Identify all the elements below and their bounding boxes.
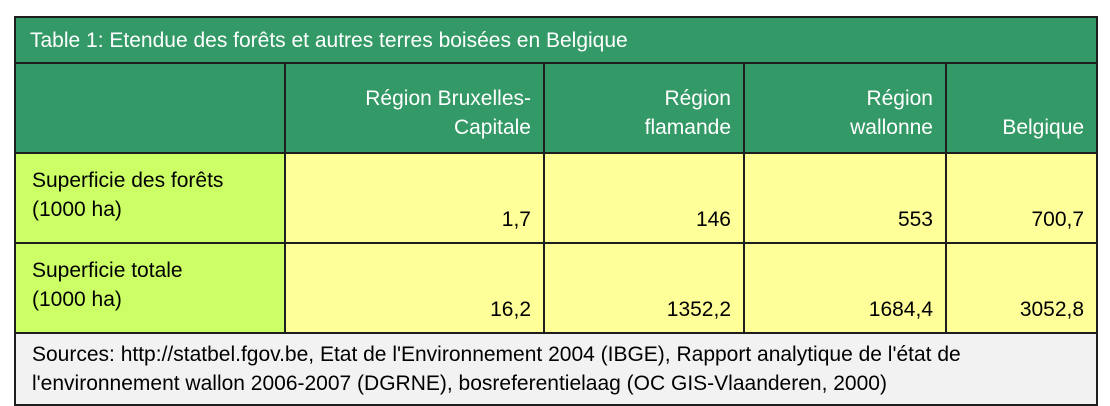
forest-extent-table-container: Table 1: Etendue des forêts et autres te… — [13, 16, 1099, 406]
forest-extent-table: Table 1: Etendue des forêts et autres te… — [13, 16, 1099, 406]
header-wallonne-line1: Région — [866, 87, 933, 110]
header-flamande: Région flamande — [543, 62, 745, 154]
header-empty-cell — [14, 62, 286, 154]
table-title: Table 1: Etendue des forêts et autres te… — [13, 16, 1099, 64]
sources-row: Sources: http://statbel.fgov.be, Etat de… — [13, 332, 1099, 406]
row-label-line1: Superficie des forêts — [32, 169, 224, 192]
header-wallonne: Région wallonne — [743, 62, 947, 154]
table-row-forest-area: Superficie des forêts (1000 ha) 1,7 146 … — [14, 152, 1099, 244]
header-wallonne-line2: wallonne — [850, 116, 933, 139]
table-row-total-area: Superficie totale (1000 ha) 16,2 1352,2 … — [14, 242, 1099, 334]
value-total-belgique: 3052,8 — [944, 242, 1099, 334]
row-label-line1: Superficie totale — [32, 259, 183, 282]
value-forest-bruxelles: 1,7 — [284, 152, 545, 244]
row-label-forest-area: Superficie des forêts (1000 ha) — [14, 152, 286, 244]
header-bruxelles: Région Bruxelles- Capitale — [284, 62, 545, 154]
value-total-bruxelles: 16,2 — [284, 242, 545, 334]
row-label-total-area: Superficie totale (1000 ha) — [14, 242, 286, 334]
row-label-line2: (1000 ha) — [32, 198, 122, 221]
sources-note: Sources: http://statbel.fgov.be, Etat de… — [13, 332, 1099, 406]
header-belgique-line2: Belgique — [1002, 116, 1085, 139]
value-forest-wallonne: 553 — [743, 152, 947, 244]
header-row: Région Bruxelles- Capitale Région flaman… — [14, 62, 1099, 154]
value-total-wallonne: 1684,4 — [743, 242, 947, 334]
header-bruxelles-line1: Région Bruxelles- — [365, 87, 531, 110]
title-row: Table 1: Etendue des forêts et autres te… — [13, 16, 1099, 64]
value-forest-flamande: 146 — [543, 152, 745, 244]
row-label-line2: (1000 ha) — [32, 288, 122, 311]
header-bruxelles-line2: Capitale — [453, 116, 531, 139]
header-flamande-line2: flamande — [644, 116, 731, 139]
header-belgique: Belgique — [944, 62, 1099, 154]
header-flamande-line1: Région — [664, 87, 731, 110]
value-total-flamande: 1352,2 — [543, 242, 745, 334]
value-forest-belgique: 700,7 — [944, 152, 1099, 244]
